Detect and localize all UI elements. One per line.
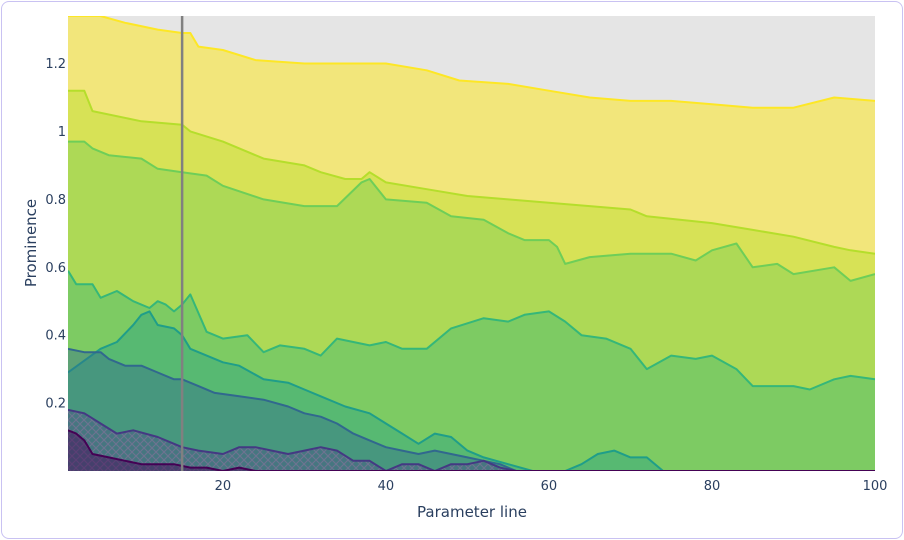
y-tick-label: 0.6 bbox=[45, 261, 66, 276]
y-tick-label: 1.2 bbox=[45, 57, 66, 72]
series-line-3 bbox=[68, 140, 875, 282]
series-line-8 bbox=[68, 429, 875, 471]
x-tick-label: 60 bbox=[541, 479, 558, 494]
series-area-3 bbox=[68, 141, 875, 471]
y-tick-label: 0.4 bbox=[45, 329, 66, 344]
y-tick-label: 0.8 bbox=[45, 193, 66, 208]
x-axis-ticks: 20 40 60 80 100 bbox=[215, 479, 888, 494]
series-area-8 bbox=[68, 430, 875, 471]
series-line-7 bbox=[68, 408, 875, 471]
y-tick-label: 1 bbox=[58, 125, 66, 140]
series-line-2 bbox=[68, 89, 875, 255]
series-line-4 bbox=[68, 270, 875, 391]
x-tick-label: 20 bbox=[215, 479, 232, 494]
series-area-2 bbox=[68, 90, 875, 471]
x-tick-label: 40 bbox=[378, 479, 395, 494]
series-line-6 bbox=[68, 347, 875, 471]
series-area-5 bbox=[68, 311, 875, 471]
series-area-1 bbox=[68, 16, 875, 471]
y-axis-ticks: 0.2 0.4 0.6 0.8 1 1.2 bbox=[45, 57, 66, 412]
x-tick-label: 100 bbox=[863, 479, 888, 494]
y-axis-title: Prominence bbox=[22, 199, 40, 287]
series-line-5 bbox=[68, 310, 875, 471]
series-area-4 bbox=[68, 270, 875, 471]
y-tick-label: 0.2 bbox=[45, 397, 66, 412]
series-area-6 bbox=[68, 348, 875, 471]
series-hatch-7 bbox=[68, 409, 875, 471]
x-axis-title: Parameter line bbox=[417, 503, 527, 521]
series-layer bbox=[68, 16, 875, 471]
series-line-1 bbox=[68, 16, 875, 109]
x-tick-label: 80 bbox=[704, 479, 721, 494]
